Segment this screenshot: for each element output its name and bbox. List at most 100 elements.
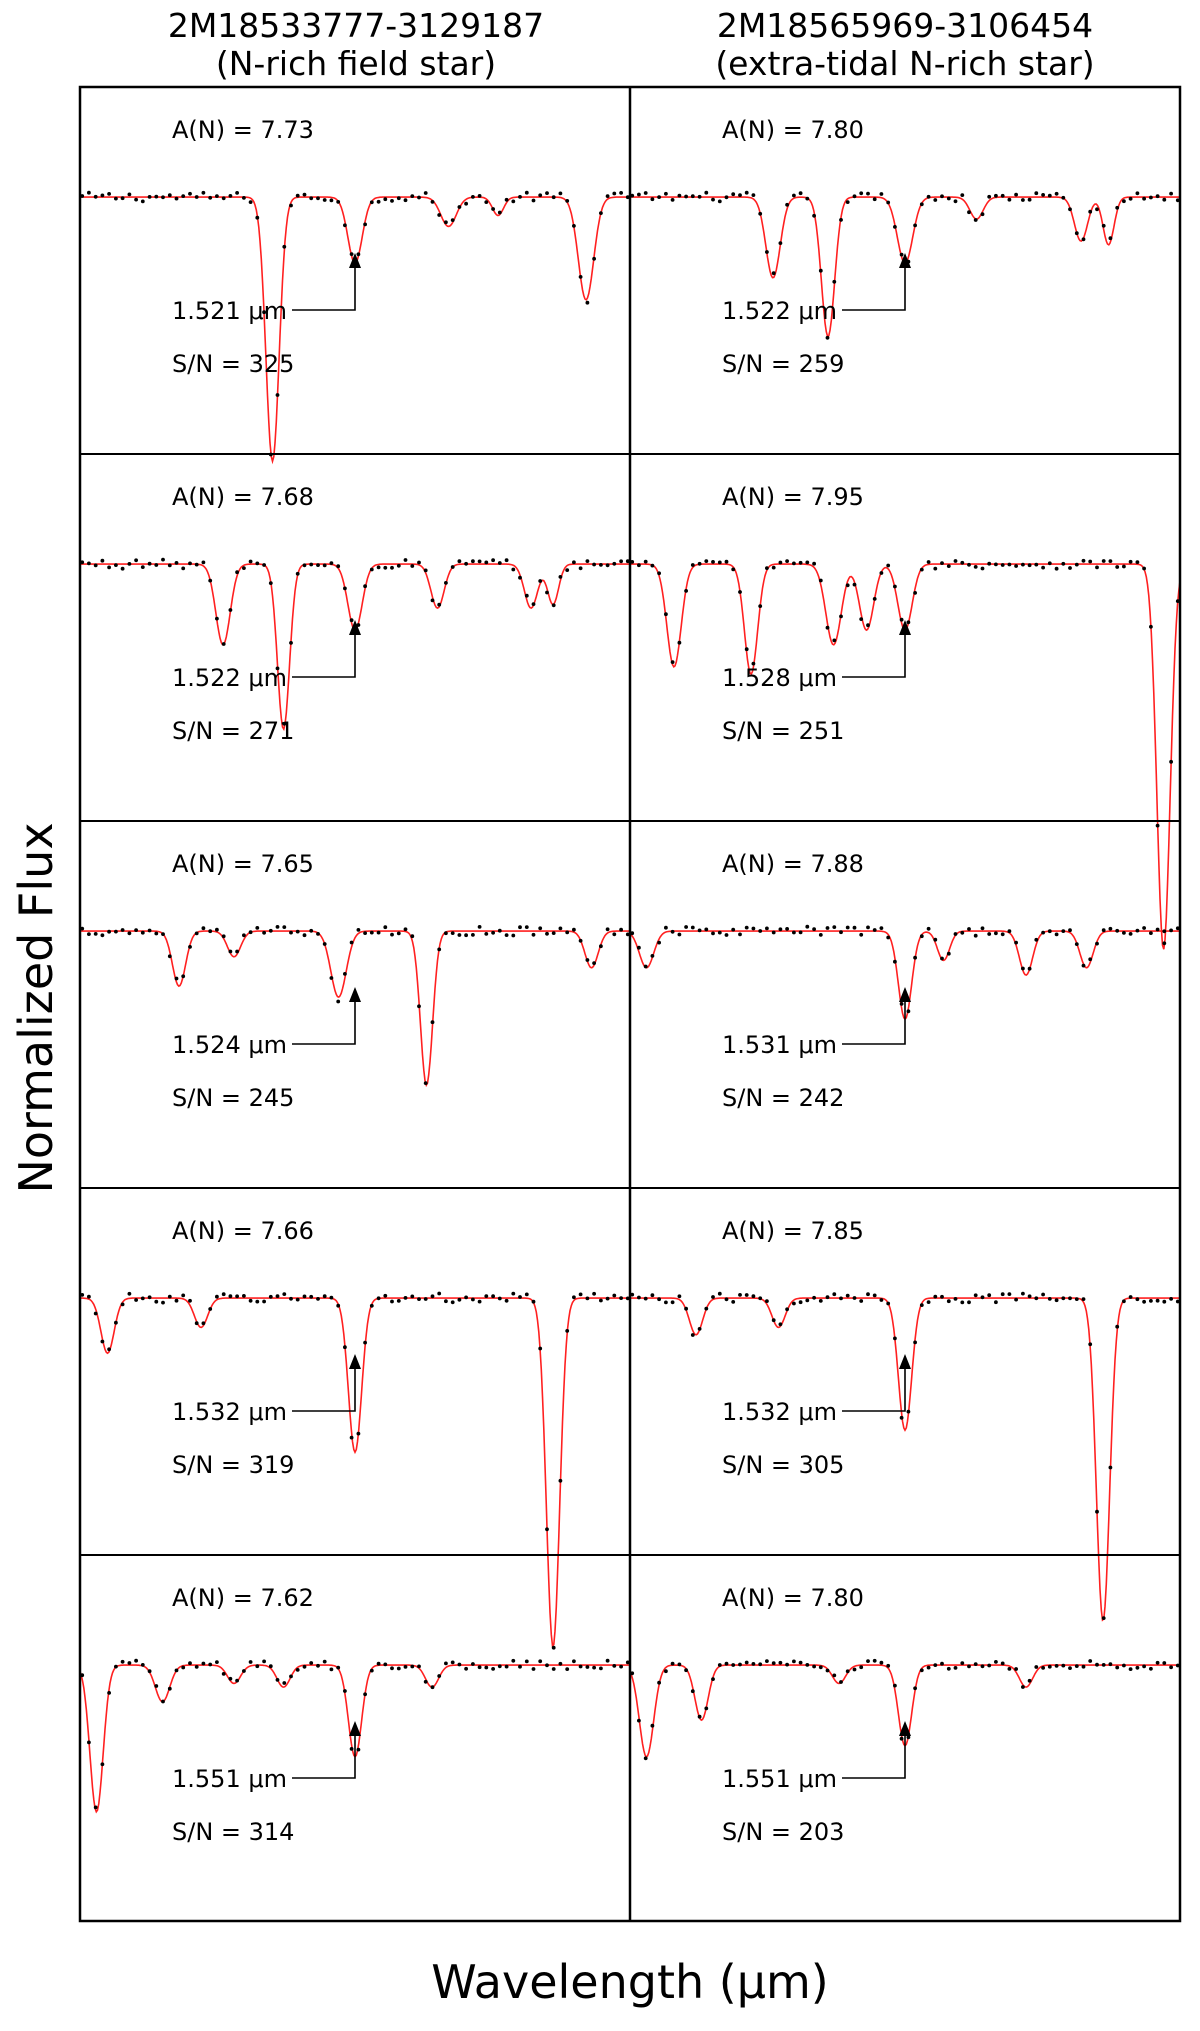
observed-point (444, 1661, 448, 1666)
observed-point (134, 197, 139, 202)
observed-point (1169, 928, 1173, 933)
observed-point (946, 951, 951, 956)
observed-point (194, 931, 199, 936)
observed-point (643, 191, 648, 195)
observed-point (518, 195, 522, 199)
observed-point (1041, 193, 1045, 197)
observed-point (765, 1299, 769, 1303)
observed-point (592, 256, 596, 261)
observed-point (585, 1665, 590, 1669)
observed-point (127, 1661, 132, 1665)
observed-point (93, 194, 98, 199)
observed-point (282, 244, 287, 249)
model-spectrum-line (80, 196, 630, 465)
observed-point (87, 190, 91, 195)
observed-point (738, 932, 742, 937)
observed-point (477, 1665, 482, 1670)
observed-point (664, 1300, 668, 1305)
observed-point (457, 205, 462, 209)
observed-point (906, 1735, 911, 1740)
observed-point (751, 1294, 756, 1299)
observed-point (491, 1294, 495, 1299)
observed-point (417, 1664, 421, 1669)
observed-point (242, 1294, 246, 1298)
observed-point (363, 1340, 367, 1345)
abundance-label: A(N) = 7.65 (172, 850, 314, 878)
observed-point (1095, 1509, 1099, 1514)
observed-point (953, 1297, 958, 1301)
arrow-head (349, 987, 361, 1002)
observed-point (444, 1299, 448, 1304)
observed-point (140, 1296, 145, 1301)
observed-point (818, 578, 823, 583)
observed-point (316, 932, 320, 936)
observed-point (946, 196, 951, 201)
observed-point (872, 197, 877, 202)
observed-point (717, 560, 722, 565)
observed-point (329, 198, 334, 203)
observed-point (215, 1660, 219, 1664)
observed-point (1068, 928, 1072, 933)
observed-point (309, 1294, 314, 1299)
observed-point (248, 1298, 253, 1303)
observed-point (410, 1664, 415, 1669)
observed-point (711, 197, 715, 202)
observed-point (504, 558, 509, 563)
observed-point (704, 927, 709, 932)
observed-point (643, 1756, 648, 1761)
spectrum-panel: A(N) = 7.73 1.521 μm S/N = 325 (80, 116, 630, 465)
observed-point (625, 195, 630, 200)
observed-point (221, 934, 226, 939)
observed-point (147, 1669, 152, 1674)
observed-point (161, 195, 165, 200)
observed-point (188, 191, 192, 196)
observed-point (724, 1297, 729, 1302)
observed-point (987, 932, 992, 936)
observed-point (798, 930, 803, 935)
observed-point (973, 218, 978, 222)
observed-point (262, 310, 266, 315)
observed-point (524, 1659, 529, 1664)
observed-point (383, 925, 388, 930)
snr-label: S/N = 242 (722, 1084, 844, 1112)
observed-point (295, 929, 300, 934)
observed-point (316, 1663, 320, 1668)
observed-point (1135, 560, 1140, 564)
observed-point (913, 955, 917, 960)
observed-point (208, 1662, 213, 1667)
observed-point (758, 1662, 763, 1667)
model-spectrum-line (80, 1297, 630, 1648)
observed-point (778, 1322, 783, 1327)
observed-point (1108, 236, 1113, 241)
observed-point (188, 561, 192, 566)
column-title-right-line1: 2M18565969-3106454 (717, 6, 1093, 45)
observed-point (329, 561, 334, 565)
observed-point (464, 933, 468, 938)
observed-point (1101, 559, 1106, 563)
observed-point (1074, 231, 1079, 236)
abundance-label: A(N) = 7.73 (172, 116, 314, 144)
observed-point (255, 1299, 260, 1304)
model-spectrum-line (80, 930, 630, 1088)
observed-point (1162, 1299, 1167, 1304)
observed-point (812, 561, 816, 566)
observed-point (859, 617, 864, 621)
abundance-label: A(N) = 7.68 (172, 483, 314, 511)
observed-point (268, 928, 273, 933)
observed-point (188, 1661, 192, 1666)
observed-point (497, 1664, 502, 1669)
observed-point (1054, 1298, 1059, 1303)
observed-point (625, 932, 630, 937)
observed-point (134, 1298, 139, 1302)
observed-spectrum-points (80, 925, 630, 1085)
abundance-label: A(N) = 7.85 (722, 1217, 864, 1245)
observed-point (1000, 932, 1005, 937)
observed-point (731, 927, 736, 932)
observed-point (518, 1664, 522, 1669)
observed-point (524, 925, 529, 929)
observed-point (464, 201, 468, 206)
observed-point (444, 931, 448, 936)
observed-point (1128, 1295, 1133, 1299)
observed-point (127, 562, 132, 566)
observed-point (396, 931, 401, 936)
